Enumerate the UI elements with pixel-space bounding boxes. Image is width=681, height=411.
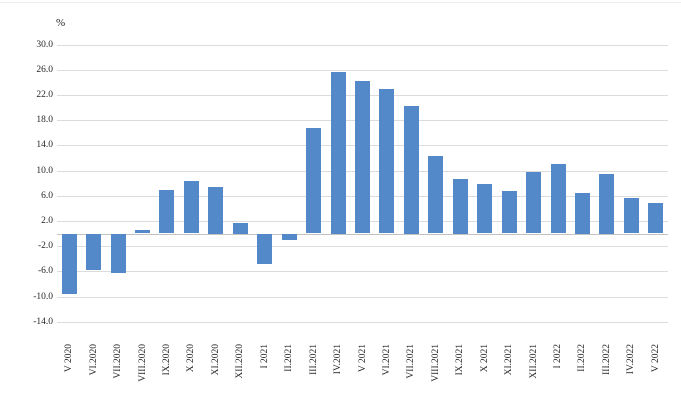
y-gridline (57, 45, 668, 46)
x-tick-label: IV.2021 (333, 344, 343, 375)
bar (184, 181, 199, 233)
x-tick-label: XI.2021 (504, 344, 514, 376)
y-gridline (57, 70, 668, 71)
x-tick-label: II.2021 (284, 344, 294, 372)
y-tick-label: -10.0 (33, 292, 53, 302)
zero-axis-line (57, 234, 668, 235)
bar (233, 223, 248, 234)
bar (257, 234, 272, 264)
bar (379, 89, 394, 233)
x-tick-label: I 2022 (553, 344, 563, 369)
x-tick-label: I 2021 (260, 344, 270, 369)
y-tick-label: 26.0 (36, 65, 53, 75)
x-tick-label: V 2022 (651, 344, 661, 373)
x-tick-label: XII.2020 (235, 344, 245, 379)
y-tick-label: 22.0 (36, 90, 53, 100)
bar (551, 164, 566, 233)
y-axis-unit-label: % (56, 17, 66, 29)
y-gridline (57, 322, 668, 323)
bar (282, 234, 297, 240)
bar (208, 187, 223, 234)
x-tick-label: VIII.2021 (431, 344, 441, 382)
y-tick-label: -2.0 (37, 241, 53, 251)
x-tick-label: V 2020 (64, 344, 74, 373)
bar (648, 203, 663, 233)
x-tick-label: VI.2020 (89, 344, 99, 376)
bar (404, 106, 419, 234)
y-tick-label: 18.0 (36, 115, 53, 125)
bar (502, 191, 517, 233)
bar (599, 174, 614, 234)
y-tick-label: 14.0 (36, 140, 53, 150)
x-tick-label: IX.2021 (455, 344, 465, 376)
y-tick-label: -14.0 (33, 317, 53, 327)
bar (331, 72, 346, 234)
x-tick-label: III.2021 (309, 344, 319, 375)
bar (624, 198, 639, 233)
y-gridline (57, 297, 668, 298)
y-tick-label: 10.0 (36, 166, 53, 176)
x-tick-label: XI.2020 (211, 344, 221, 376)
x-tick-label: VII.2021 (406, 344, 416, 379)
x-tick-label: IV.2022 (626, 344, 636, 375)
bar (575, 193, 590, 234)
x-tick-label: VI.2021 (382, 344, 392, 376)
bar (135, 230, 150, 233)
y-gridline (57, 271, 668, 272)
y-tick-label: -6.0 (37, 266, 53, 276)
x-tick-label: IX.2020 (162, 344, 172, 376)
x-tick-label: X 2020 (186, 344, 196, 373)
x-tick-label: V 2021 (358, 344, 368, 373)
x-tick-label: X 2021 (480, 344, 490, 373)
bar (306, 128, 321, 233)
y-tick-label: 30.0 (36, 40, 53, 50)
x-tick-label: XII.2021 (529, 344, 539, 379)
bar (526, 172, 541, 233)
bar (86, 234, 101, 270)
bar (159, 190, 174, 233)
x-tick-label: III.2022 (602, 344, 612, 375)
bar (477, 184, 492, 233)
x-tick-label: VII.2020 (113, 344, 123, 379)
bar (355, 81, 370, 233)
y-gridline (57, 246, 668, 247)
bar (62, 234, 77, 294)
y-tick-label: 2.0 (41, 216, 53, 226)
page-top-border (0, 2, 681, 3)
bar (428, 156, 443, 233)
bar (111, 234, 126, 273)
x-tick-label: II.2022 (577, 344, 587, 372)
x-tick-label: VIII.2020 (138, 344, 148, 382)
y-tick-label: 6.0 (41, 191, 53, 201)
bar (453, 179, 468, 234)
